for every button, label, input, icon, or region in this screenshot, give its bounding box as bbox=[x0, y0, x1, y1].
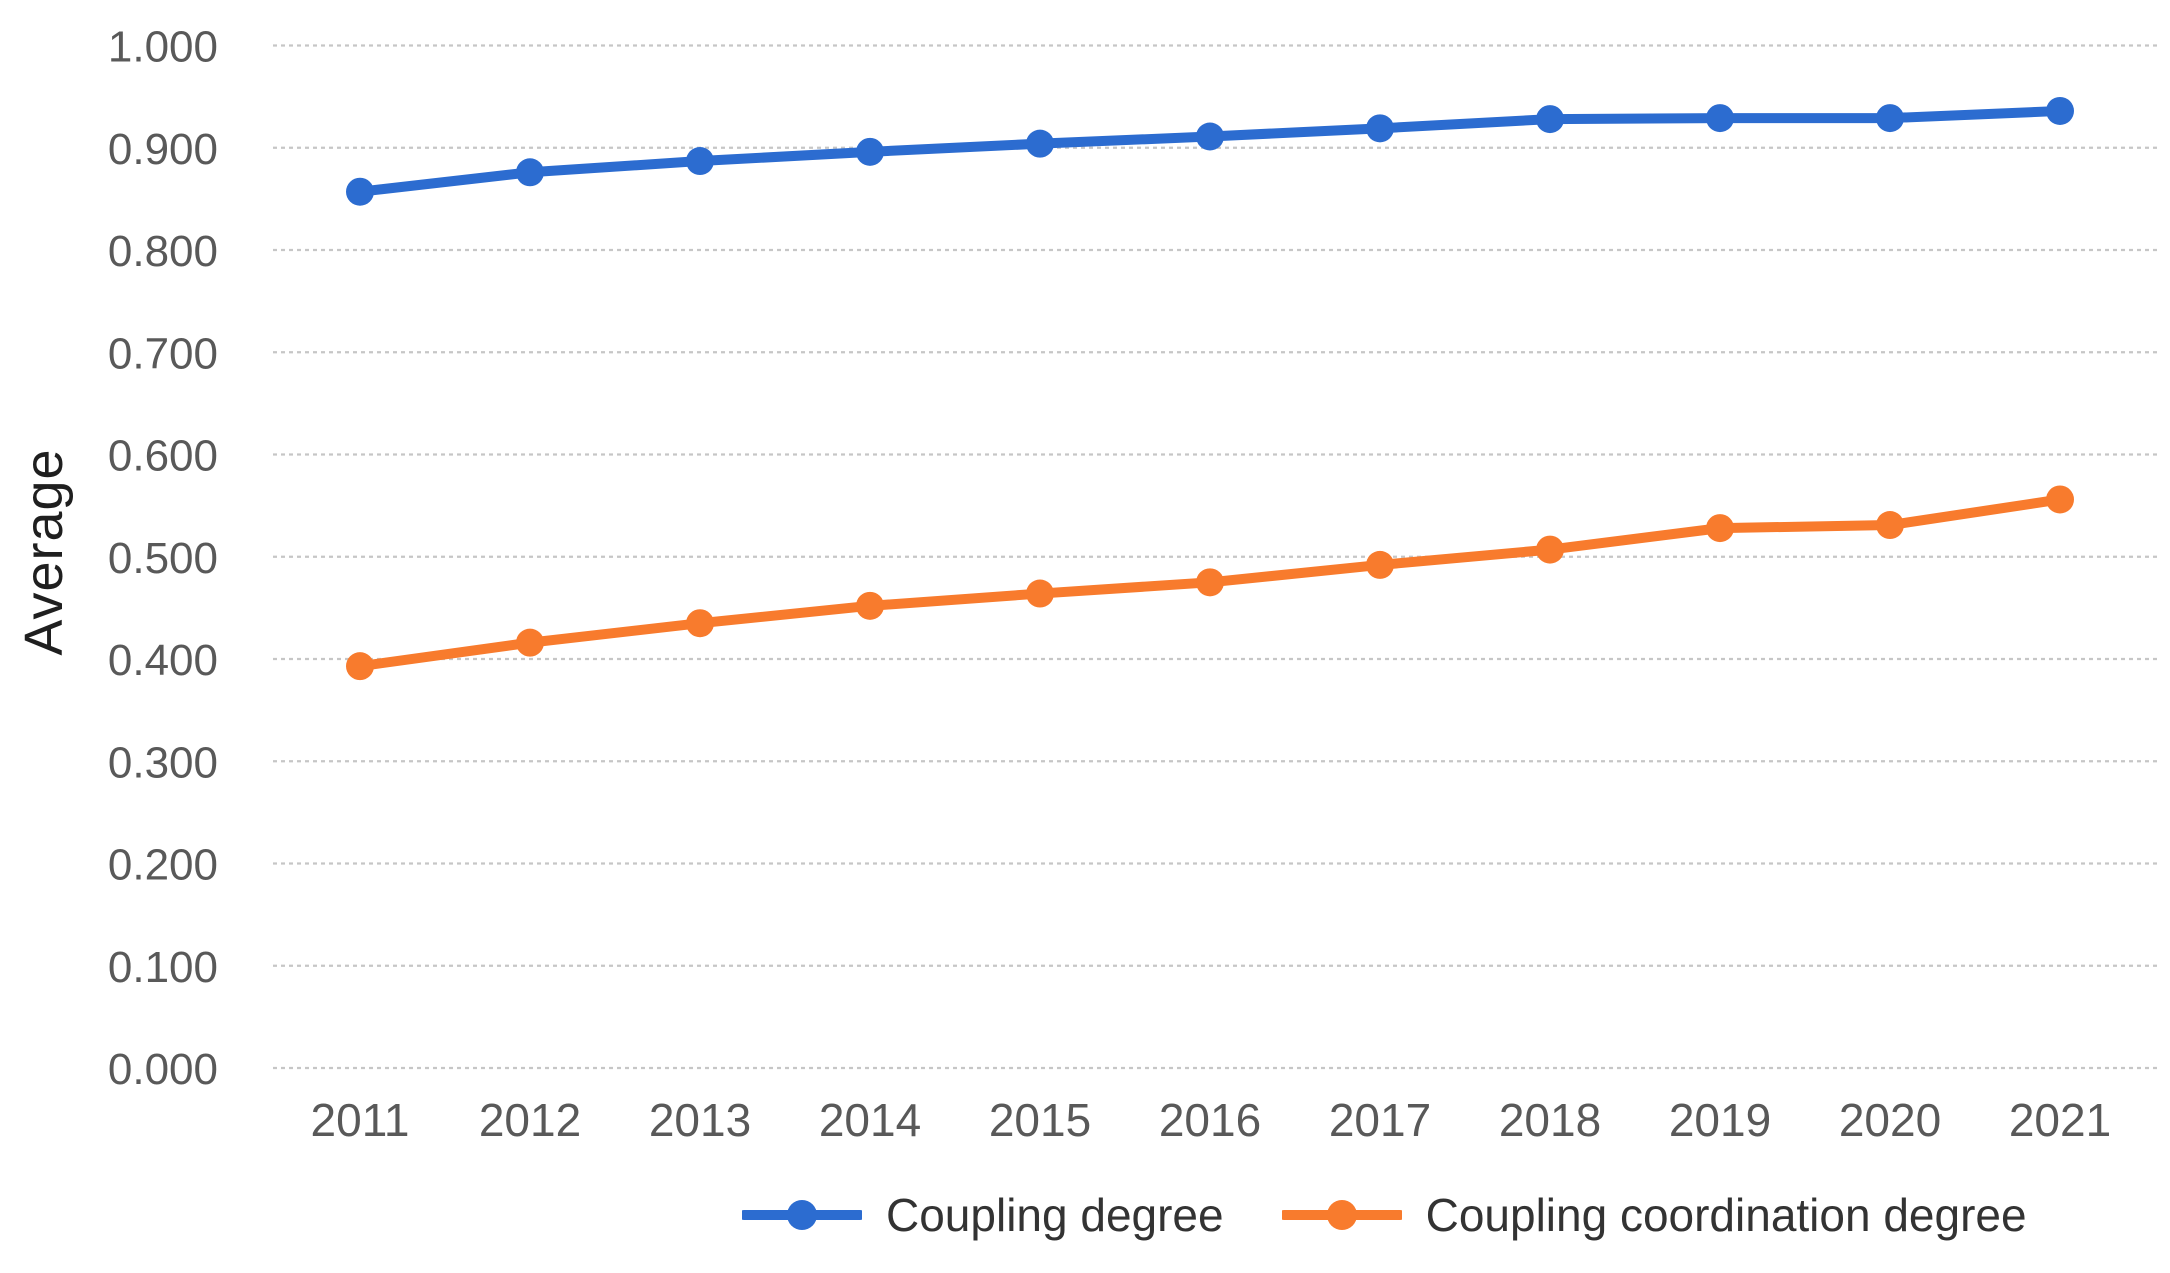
x-tick-label: 2013 bbox=[649, 1094, 751, 1146]
y-tick-label: 0.300 bbox=[108, 738, 218, 787]
y-tick-label: 0.500 bbox=[108, 534, 218, 583]
data-point bbox=[1536, 105, 1564, 134]
y-tick-label: 0.000 bbox=[108, 1045, 218, 1094]
legend-dot bbox=[787, 1200, 817, 1230]
data-point bbox=[2046, 485, 2074, 514]
data-point bbox=[1026, 129, 1054, 158]
legend-item-coupling-degree: Coupling degree bbox=[742, 1188, 1224, 1242]
x-tick-label: 2016 bbox=[1159, 1094, 1261, 1146]
data-point bbox=[686, 609, 714, 638]
data-point bbox=[1706, 104, 1734, 133]
legend-marker-icon bbox=[1281, 1200, 1402, 1230]
y-tick-label: 0.200 bbox=[108, 841, 218, 890]
legend-label: Coupling coordination degree bbox=[1425, 1189, 2027, 1241]
data-point bbox=[1536, 535, 1564, 564]
data-point bbox=[346, 652, 374, 681]
data-point bbox=[1876, 104, 1904, 133]
x-tick-label: 2020 bbox=[1839, 1094, 1941, 1146]
y-tick-label: 0.800 bbox=[108, 227, 218, 276]
data-point bbox=[2046, 96, 2074, 125]
legend-dot bbox=[1326, 1200, 1357, 1230]
y-tick-label: 0.900 bbox=[108, 125, 218, 174]
y-tick-label: 1.000 bbox=[108, 23, 218, 72]
x-tick-label: 2017 bbox=[1329, 1094, 1431, 1146]
data-point bbox=[346, 177, 374, 206]
data-point bbox=[1026, 579, 1054, 608]
data-point bbox=[1196, 568, 1224, 597]
y-axis-title: Average bbox=[14, 448, 74, 656]
legend-item-coupling-coordination-degree: Coupling coordination degree bbox=[1281, 1188, 2027, 1242]
legend-label: Coupling degree bbox=[886, 1189, 1224, 1241]
x-tick-label: 2012 bbox=[479, 1094, 581, 1146]
x-tick-label: 2011 bbox=[311, 1094, 410, 1146]
y-tick-label: 0.600 bbox=[108, 432, 218, 481]
x-tick-label: 2015 bbox=[989, 1094, 1091, 1146]
y-tick-label: 0.100 bbox=[108, 943, 218, 992]
x-tick-label: 2018 bbox=[1499, 1094, 1601, 1146]
y-tick-label: 0.700 bbox=[108, 329, 218, 378]
data-point bbox=[856, 591, 884, 620]
x-tick-label: 2021 bbox=[2009, 1094, 2111, 1146]
data-point bbox=[1366, 550, 1394, 579]
data-point bbox=[1366, 114, 1394, 143]
data-point bbox=[1196, 122, 1224, 151]
x-tick-label: 2019 bbox=[1669, 1094, 1771, 1146]
data-point bbox=[1706, 514, 1734, 543]
legend-marker-icon bbox=[742, 1200, 862, 1230]
data-point bbox=[1876, 511, 1904, 540]
x-tick-label: 2014 bbox=[819, 1094, 921, 1146]
data-point bbox=[516, 158, 544, 187]
data-point bbox=[516, 628, 544, 657]
data-point bbox=[856, 137, 884, 166]
y-tick-label: 0.400 bbox=[108, 636, 218, 685]
data-point bbox=[686, 147, 714, 176]
legend: Coupling degree Coupling coordination deg… bbox=[742, 1188, 2027, 1242]
